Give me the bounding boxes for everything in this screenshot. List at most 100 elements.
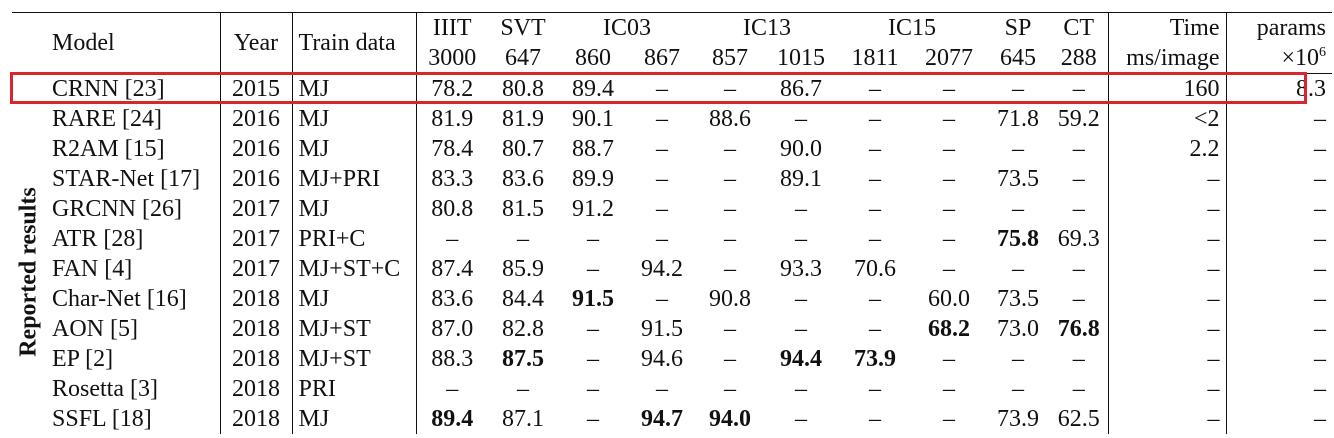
cell-year: 2018 xyxy=(220,314,293,344)
cell-sp-645: 73.5 xyxy=(997,286,1039,312)
cell-ic15-1811: – xyxy=(869,76,881,102)
cell-ic03-867: – xyxy=(656,226,668,252)
bold-best-value: 75.8 xyxy=(997,226,1039,252)
cell-ic13-857: 94.0 xyxy=(696,404,764,434)
cell-ic13-1015: 93.3 xyxy=(780,256,822,282)
reported-results-group-label: Reported results xyxy=(12,107,46,437)
cell-params: – xyxy=(1314,106,1326,132)
cell-ic13-1015: – xyxy=(795,106,807,132)
ic13-count-a: 857 xyxy=(696,43,764,74)
cell-params: – xyxy=(1314,376,1326,402)
cell-ic15-2077: – xyxy=(943,376,955,402)
cell-params: – xyxy=(1314,406,1326,432)
cell-params: – xyxy=(1314,136,1326,162)
cell-ic13-1015: – xyxy=(795,196,807,222)
col-params-header: params xyxy=(1226,12,1332,43)
cell-ic15-2077: – xyxy=(943,76,955,102)
cell-ct-288: – xyxy=(1050,254,1109,284)
cell-time: – xyxy=(1108,314,1227,344)
cell-sp-645: – xyxy=(1012,376,1024,402)
cell-params: – xyxy=(1314,256,1326,282)
cell-iiit-3000: 81.9 xyxy=(431,106,474,132)
cell-ic15-2077: – xyxy=(943,136,955,162)
cell-params: – xyxy=(1314,196,1326,222)
cell-ic13-857: – xyxy=(724,166,736,192)
cell-time: – xyxy=(1108,164,1227,194)
cell-ic13-857: 88.6 xyxy=(709,106,751,132)
cell-params: 8.3 xyxy=(1296,76,1326,102)
cell-iiit-3000: 87.0 xyxy=(431,316,474,342)
cell-ct-288: 69.3 xyxy=(1050,224,1109,254)
cell-iiit-3000: 88.3 xyxy=(431,346,474,372)
bold-best-value: 87.5 xyxy=(502,346,544,372)
cell-iiit-3000: 83.3 xyxy=(431,166,474,192)
cell-ic13-857: – xyxy=(724,256,736,282)
bold-best-value: 91.5 xyxy=(572,286,614,312)
table-body: CRNN [23] 2015 MJ 78.2 80.8 89.4– –86.7– – – –160… xyxy=(12,73,1332,434)
params-unit: ×106 xyxy=(1226,43,1332,74)
cell-svt-647: 80.8 xyxy=(502,76,544,102)
cell-train-data: MJ+ST+C xyxy=(292,254,417,284)
cell-ic15-1811: – xyxy=(869,376,881,402)
cell-model: SSFL [18] xyxy=(12,404,221,434)
table-row: SSFL [18] 2018 MJ 89.4 87.1 – 94.7 94.0 – – – 73.9 6… xyxy=(12,404,1332,434)
cell-params: – xyxy=(1314,166,1326,192)
table-row: FAN [4] 2017 MJ+ST+C 87.4 85.9 – 94.2 – 93.3 70.6… xyxy=(12,254,1332,284)
side-label-text: Reported results xyxy=(15,187,42,357)
cell-sp-645: – xyxy=(1012,136,1024,162)
cell-params: – xyxy=(1314,226,1326,252)
cell-ic15-1811: – xyxy=(869,136,881,162)
cell-ic03-860: – xyxy=(587,346,599,372)
cell-ic13-1015: – xyxy=(795,376,807,402)
cell-ic03-860: 88.7 xyxy=(572,136,614,162)
cell-ic03-867: – xyxy=(656,286,668,312)
cell-year: 2016 xyxy=(220,164,293,194)
col-svt-header: SVT xyxy=(488,12,558,43)
cell-ic13-1015: – xyxy=(795,286,807,312)
cell-model: CRNN [23] xyxy=(12,73,221,104)
cell-ic03-860: 89.9 xyxy=(572,166,614,192)
cell-model: FAN [4] xyxy=(12,254,221,284)
cell-svt-647: 80.7 xyxy=(502,136,544,162)
cell-ic03-867: – xyxy=(656,196,668,222)
cell-ic03-860: 91.5 xyxy=(558,284,628,314)
cell-svt-647: 87.5 xyxy=(488,344,558,374)
col-ic13-header: IC13 xyxy=(696,12,838,43)
table-row: Char-Net [16] 2018 MJ 83.6 84.4 91.5–90.8– –60… xyxy=(12,284,1332,314)
bold-best-value: 94.7 xyxy=(641,406,683,432)
cell-ic15-1811: 73.9 xyxy=(838,344,912,374)
cell-sp-645: 75.8 xyxy=(986,224,1050,254)
cell-model: ATR [28] xyxy=(12,224,221,254)
cell-ic13-857: – xyxy=(724,76,736,102)
ic03-count-b: 867 xyxy=(628,43,696,74)
cell-ic03-860: – xyxy=(587,406,599,432)
cell-svt-647: 85.9 xyxy=(502,256,544,282)
cell-svt-647: – xyxy=(517,376,529,402)
cell-ic13-857: – xyxy=(724,376,736,402)
cell-sp-645: 73.5 xyxy=(997,166,1039,192)
ct-count: 288 xyxy=(1050,43,1109,74)
cell-svt-647: 81.9 xyxy=(502,106,544,132)
cell-ic03-860: – xyxy=(587,376,599,402)
cell-ic03-867: – xyxy=(656,76,668,102)
cell-ic03-860: 91.2 xyxy=(572,196,614,222)
cell-year: 2018 xyxy=(220,344,293,374)
table-row: RARE [24] 2016 MJ 81.9 81.9 90.1 – 88.6 – – – 71.8 5… xyxy=(12,104,1332,134)
cell-sp-645: 73.0 xyxy=(997,316,1039,342)
cell-ic03-867: – xyxy=(656,376,668,402)
header-row-1: Model Year Train data IIIT SVT IC03 IC13… xyxy=(12,12,1332,74)
cell-train-data: MJ xyxy=(292,404,417,434)
cell-sp-645: 73.9 xyxy=(997,406,1039,432)
cell-ic13-1015: – xyxy=(795,406,807,432)
cell-train-data: PRI xyxy=(292,374,417,404)
cell-ic15-1811: – xyxy=(869,196,881,222)
bold-best-value: 73.9 xyxy=(854,346,896,372)
cell-sp-645: 71.8 xyxy=(997,106,1039,132)
cell-svt-647: 81.5 xyxy=(502,196,544,222)
sp-count: 645 xyxy=(986,43,1050,74)
bold-best-value: 76.8 xyxy=(1057,316,1100,342)
bold-best-value: 94.0 xyxy=(709,406,751,432)
cell-iiit-3000: 78.4 xyxy=(431,136,474,162)
cell-ic03-860: 89.4 xyxy=(572,76,614,102)
cell-ct-288: 59.2 xyxy=(1050,104,1109,134)
